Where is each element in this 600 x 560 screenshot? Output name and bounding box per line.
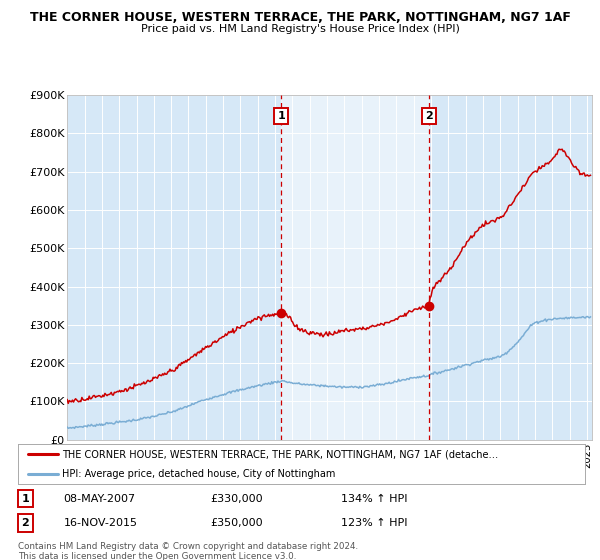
- Text: 1: 1: [22, 494, 29, 503]
- Text: 134% ↑ HPI: 134% ↑ HPI: [341, 494, 407, 503]
- Bar: [281, 95, 429, 440]
- Text: THE CORNER HOUSE, WESTERN TERRACE, THE PARK, NOTTINGHAM, NG7 1AF (detache…: THE CORNER HOUSE, WESTERN TERRACE, THE P…: [62, 449, 499, 459]
- Text: Contains HM Land Registry data © Crown copyright and database right 2024.
This d: Contains HM Land Registry data © Crown c…: [18, 542, 358, 560]
- Text: HPI: Average price, detached house, City of Nottingham: HPI: Average price, detached house, City…: [62, 469, 335, 479]
- Text: 2: 2: [22, 518, 29, 528]
- Text: 123% ↑ HPI: 123% ↑ HPI: [341, 518, 407, 528]
- Text: 2: 2: [425, 111, 433, 121]
- Text: 08-MAY-2007: 08-MAY-2007: [64, 494, 136, 503]
- Text: £350,000: £350,000: [211, 518, 263, 528]
- Text: £330,000: £330,000: [211, 494, 263, 503]
- Text: 1: 1: [277, 111, 285, 121]
- Text: Price paid vs. HM Land Registry's House Price Index (HPI): Price paid vs. HM Land Registry's House …: [140, 24, 460, 34]
- Text: 16-NOV-2015: 16-NOV-2015: [64, 518, 137, 528]
- Text: THE CORNER HOUSE, WESTERN TERRACE, THE PARK, NOTTINGHAM, NG7 1AF: THE CORNER HOUSE, WESTERN TERRACE, THE P…: [29, 11, 571, 24]
